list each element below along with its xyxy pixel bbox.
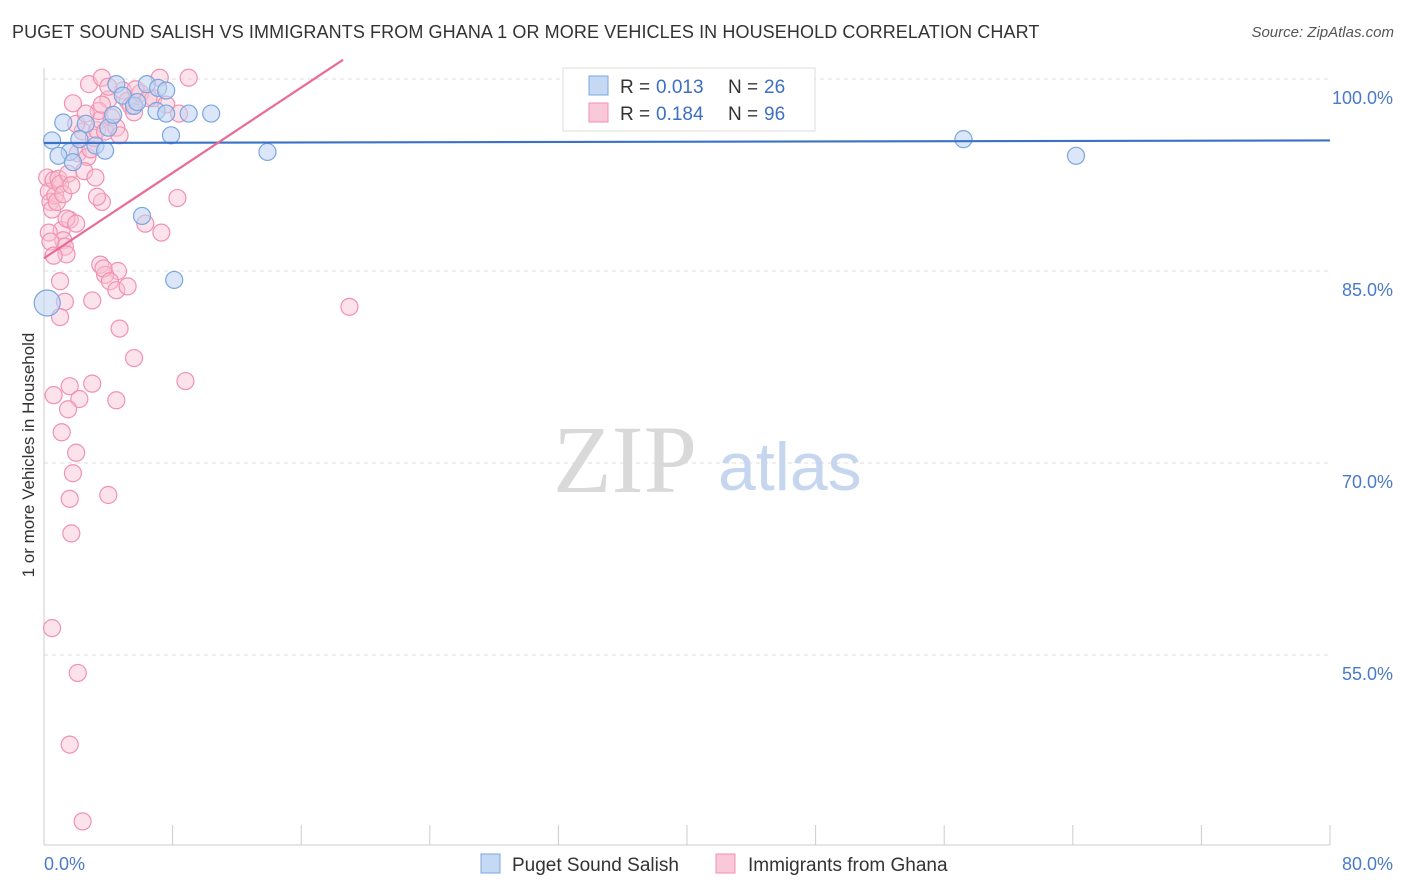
gridlines (44, 78, 1330, 656)
salish-point-22 (202, 104, 221, 123)
y-tick-label-0: 100.0% (1332, 88, 1393, 108)
ghana-point-62 (100, 272, 120, 291)
ghana-point-73 (124, 348, 144, 368)
ghana-point-49 (179, 68, 198, 87)
ghana-point-55 (87, 187, 107, 206)
legend-r-value-salish: 0.013 (656, 77, 704, 98)
bottom-legend: Puget Sound Salish Immigrants from Ghana (480, 853, 948, 876)
ghana-point-84 (63, 464, 83, 483)
ghana-point-82 (52, 423, 71, 442)
ghana-point-53 (86, 168, 105, 187)
y-tick-labels: 100.0% 85.0% 70.0% 55.0% (1332, 88, 1393, 684)
ghana-point-80 (59, 400, 78, 419)
legend-r-label-ghana: R = (620, 104, 650, 125)
ghana-point-71 (83, 291, 102, 310)
y-axis-label: 1 or more Vehicles in Household (19, 333, 38, 578)
salish-point-0 (42, 131, 62, 150)
trend-lines (43, 58, 1331, 260)
salish-point-8 (95, 141, 115, 160)
chart-title: PUGET SOUND SALISH VS IMMIGRANTS FROM GH… (12, 22, 1040, 42)
ghana-point-85 (60, 489, 79, 508)
legend-r-label-salish: R = (620, 77, 650, 98)
ghana-point-74 (176, 371, 195, 391)
ghana-point-63 (107, 281, 126, 300)
x-tick-label-min: 0.0% (44, 854, 85, 874)
salish-point-26 (132, 206, 152, 226)
ghana-point-18 (62, 176, 81, 195)
ghana-point-67 (168, 188, 187, 208)
ghana-point-87 (62, 524, 81, 543)
ghana-point-12 (57, 245, 76, 264)
legend-swatch-salish (588, 75, 609, 96)
salish-point-23 (258, 142, 277, 162)
salish-point-19 (157, 104, 176, 123)
x-tick-label-max: 80.0% (1342, 854, 1393, 874)
ghana-point-83 (67, 443, 86, 462)
salish-point-5 (76, 114, 95, 133)
y-tick-label-3: 55.0% (1342, 664, 1393, 684)
ghana-point-57 (67, 214, 86, 233)
salish-trend-line (43, 139, 1331, 145)
legend-swatch-ghana (588, 102, 609, 123)
salish-point-17 (157, 81, 176, 100)
series-salish-points (33, 75, 1086, 317)
salish-point-21 (179, 104, 198, 123)
ghana-point-14 (41, 232, 60, 251)
ghana-point-79 (44, 386, 63, 405)
ghana-point-68 (50, 272, 70, 291)
ghana-point-86 (99, 485, 118, 505)
ghana-point-54 (92, 192, 111, 211)
ghana-point-56 (57, 209, 76, 228)
legend-n-value-ghana: 96 (764, 104, 785, 125)
ghana-point-23 (63, 94, 83, 113)
legend-r-value-ghana: 0.184 (656, 104, 704, 125)
salish-point-25 (1066, 146, 1086, 165)
ghana-point-78 (70, 389, 89, 409)
ghana-point-75 (340, 297, 359, 316)
salish-point-4 (63, 153, 83, 172)
ghana-point-72 (110, 319, 129, 338)
source-note: Source: ZipAtlas.com (1251, 24, 1394, 41)
axes (43, 68, 1331, 846)
salish-point-14 (128, 92, 147, 112)
ghana-point-15 (44, 246, 63, 265)
y-tick-label-2: 70.0% (1342, 472, 1393, 492)
bottom-legend-label-ghana: Immigrants from Ghana (748, 855, 948, 876)
top-legend: R = 0.013 N = 26 R = 0.184 N = 96 (562, 67, 816, 132)
watermark-zip: ZIP (553, 406, 697, 513)
salish-point-20 (161, 126, 181, 145)
watermark-atlas: atlas (718, 429, 862, 505)
ghana-point-64 (118, 277, 137, 296)
y-tick-label-1: 85.0% (1342, 280, 1393, 300)
salish-point-27 (165, 270, 184, 290)
legend-n-label-ghana: N = (728, 104, 758, 125)
ghana-point-76 (60, 377, 79, 396)
ghana-point-35 (92, 95, 111, 114)
series-ghana-points (38, 68, 359, 831)
salish-point-10 (104, 105, 123, 124)
salish-point-24 (954, 130, 973, 149)
ghana-point-77 (83, 374, 102, 393)
bottom-legend-swatch-ghana (715, 853, 736, 874)
bottom-legend-swatch-salish (480, 853, 501, 874)
ghana-point-90 (60, 735, 79, 754)
ghana-point-89 (68, 663, 87, 683)
salish-point-28 (33, 289, 61, 317)
watermark: ZIP atlas (553, 406, 862, 513)
salish-point-6 (70, 130, 89, 149)
ghana-trend-line (43, 58, 344, 260)
bottom-legend-label-salish: Puget Sound Salish (512, 855, 679, 876)
ghana-point-91 (73, 812, 92, 831)
ghana-point-13 (39, 223, 58, 242)
legend-n-value-salish: 26 (764, 77, 785, 98)
ghana-point-81 (107, 391, 126, 410)
salish-point-1 (54, 113, 73, 132)
legend-n-label-salish: N = (728, 77, 758, 98)
ghana-point-88 (42, 619, 62, 638)
ghana-point-66 (152, 223, 171, 242)
